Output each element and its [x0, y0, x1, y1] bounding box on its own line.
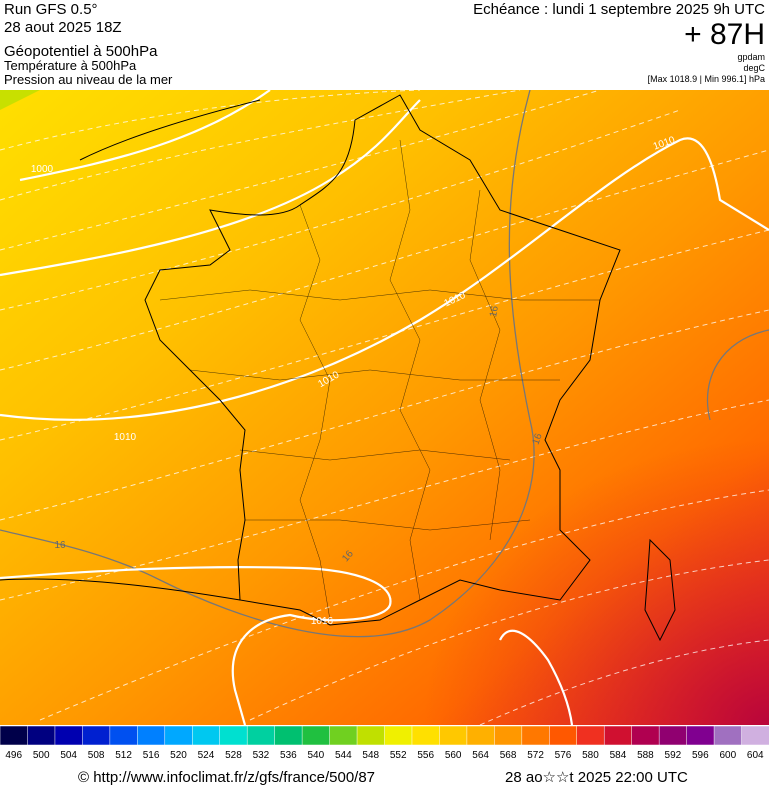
- scale-swatch: [246, 725, 276, 746]
- field-title: Température à 500hPa: [4, 58, 137, 73]
- scale-label: 564: [472, 750, 489, 761]
- scale-swatch: [439, 725, 468, 746]
- scale-label: 596: [692, 750, 709, 761]
- scale-swatch: [329, 725, 358, 746]
- valid-time: Echéance : lundi 1 septembre 2025 9h UTC: [473, 1, 765, 18]
- scale-swatch: [274, 725, 303, 746]
- colour-scale: 496 500 504 508 512 516 520 524 528 532 536 540 544 5…: [0, 725, 769, 761]
- run-title: Run GFS 0.5°: [4, 1, 98, 18]
- scale-label: 520: [170, 750, 187, 761]
- scale-label: 588: [637, 750, 654, 761]
- field-title: Pression au niveau de la mer: [4, 72, 173, 87]
- unit-label: degC: [743, 63, 765, 73]
- scale-swatch: [631, 725, 660, 746]
- scale-label: 572: [527, 750, 544, 761]
- temperature-label: 16: [531, 432, 545, 447]
- scale-label: 604: [747, 750, 764, 761]
- scale-swatch: [82, 725, 111, 746]
- scale-label: 548: [362, 750, 379, 761]
- scale-label: 500: [33, 750, 50, 761]
- scale-swatch: [411, 725, 441, 746]
- scale-label: 540: [307, 750, 324, 761]
- scale-label: 528: [225, 750, 242, 761]
- scale-swatch: [54, 725, 84, 746]
- scale-swatch: [164, 725, 194, 746]
- unit-label: gpdam: [737, 52, 765, 62]
- scale-label: 556: [417, 750, 434, 761]
- scale-label: 560: [445, 750, 462, 761]
- scale-label: 516: [143, 750, 160, 761]
- scale-swatch: [137, 725, 166, 746]
- temperature-contour: [0, 90, 769, 638]
- scale-swatch: [686, 725, 715, 746]
- scale-swatch: [27, 725, 56, 746]
- scale-swatch: [384, 725, 413, 746]
- scale-swatch: [219, 725, 248, 746]
- field-title: Géopotentiel à 500hPa: [4, 43, 158, 60]
- scale-swatch: [713, 725, 743, 746]
- scale-label: 600: [719, 750, 736, 761]
- scale-swatch: [576, 725, 605, 746]
- scale-label: 504: [60, 750, 77, 761]
- scale-label: 576: [555, 750, 572, 761]
- scale-swatch: [356, 725, 386, 746]
- scale-label: 532: [253, 750, 270, 761]
- scale-label: 508: [88, 750, 105, 761]
- map-field: [0, 90, 769, 725]
- scale-swatch: [549, 725, 578, 746]
- coastline: [0, 94, 676, 642]
- temperature-label: 16: [488, 305, 501, 318]
- scale-label: 580: [582, 750, 599, 761]
- map-field: [0, 90, 40, 110]
- scale-swatch: [0, 725, 29, 746]
- scale-label: 584: [610, 750, 627, 761]
- scale-swatch: [466, 725, 496, 746]
- scale-label: 512: [115, 750, 132, 761]
- scale-swatch: [109, 725, 139, 746]
- scale-label: 568: [500, 750, 517, 761]
- lead-time: + 87H: [684, 18, 765, 51]
- scale-swatch: [521, 725, 551, 746]
- range-label: [Max 1018.9 | Min 996.1] hPa: [648, 74, 765, 84]
- scale-label: 592: [665, 750, 682, 761]
- generated-time: 28 ao☆☆t 2025 22:00 UTC: [505, 769, 688, 786]
- scale-label: 496: [5, 750, 22, 761]
- pressure-contours: [0, 90, 769, 725]
- scale-label: 524: [198, 750, 215, 761]
- temperature-label: 16: [54, 540, 66, 551]
- scale-swatch: [192, 725, 221, 746]
- run-date: 28 aout 2025 18Z: [4, 19, 122, 36]
- source-url: © http://www.infoclimat.fr/z/gfs/france/…: [78, 769, 375, 786]
- scale-swatch: [494, 725, 523, 746]
- pressure-label: 1010: [114, 432, 137, 443]
- scale-label: 536: [280, 750, 297, 761]
- geopotential-contours: [0, 90, 769, 725]
- pressure-label: 1016: [311, 616, 334, 627]
- scale-label: 544: [335, 750, 352, 761]
- scale-label: 552: [390, 750, 407, 761]
- scale-swatch: [658, 725, 688, 746]
- pressure-label: 1000: [31, 164, 54, 175]
- scale-swatch: [301, 725, 331, 746]
- scale-swatch: [741, 725, 769, 746]
- department-borders: [159, 139, 600, 621]
- scale-swatch: [603, 725, 633, 746]
